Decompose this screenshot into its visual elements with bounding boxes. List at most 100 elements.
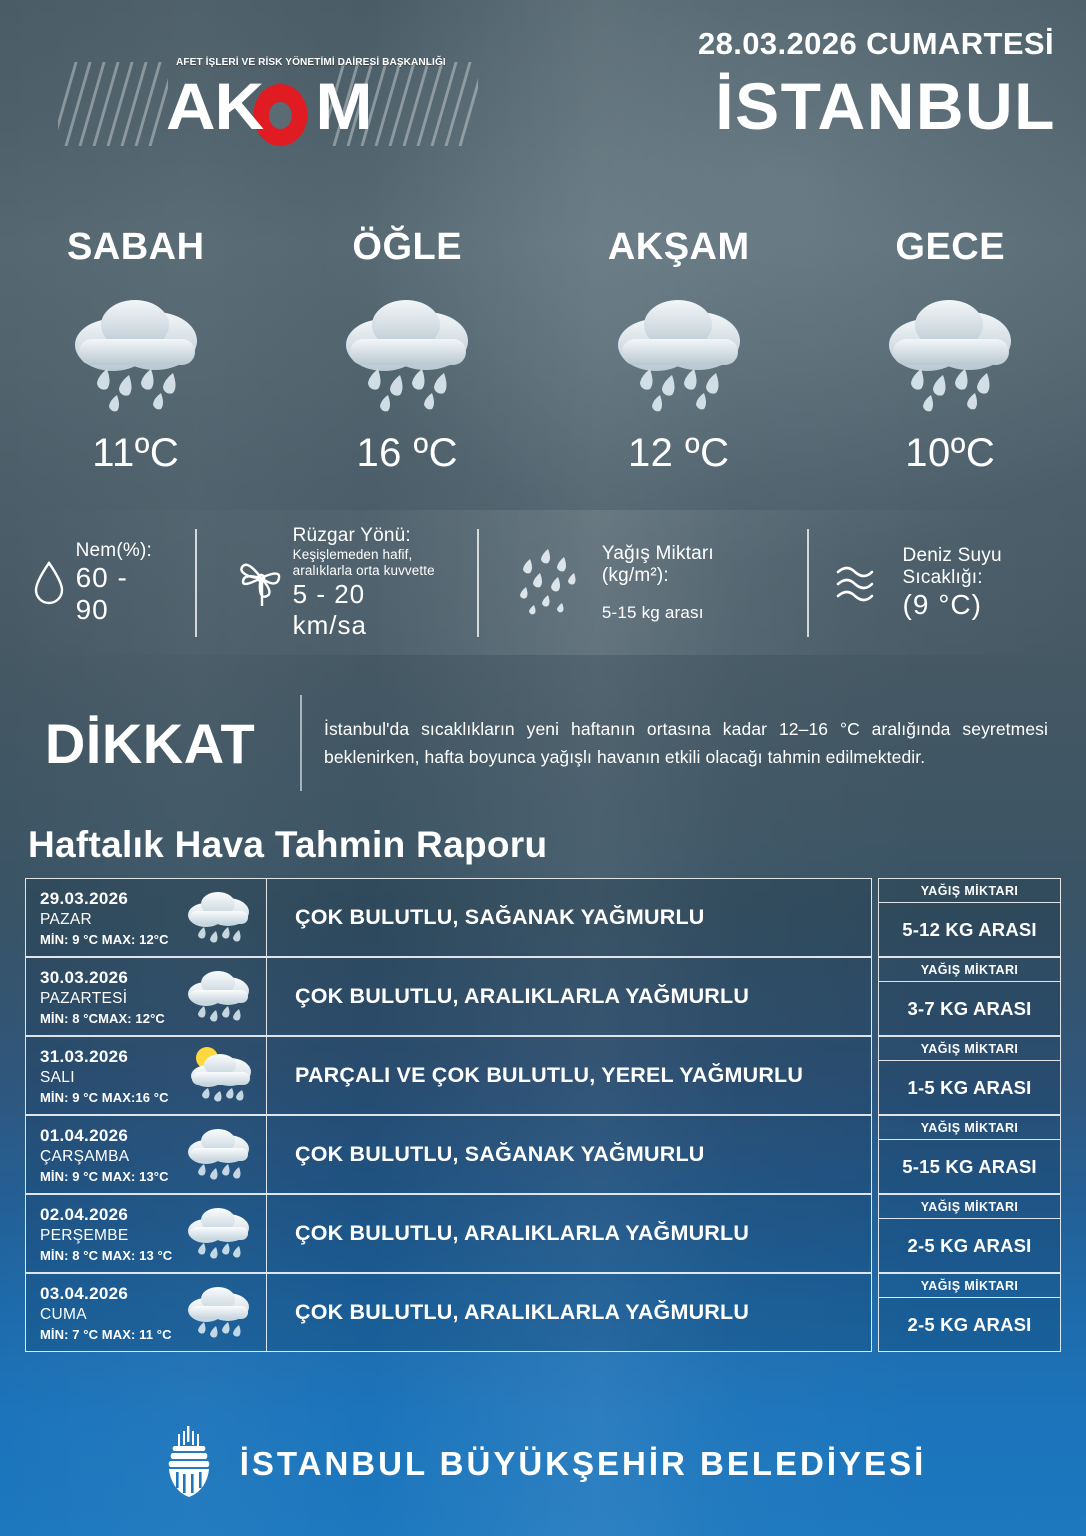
rain-cloud-icon bbox=[865, 283, 1035, 423]
rain-amount-value: 5-15 KG ARASI bbox=[878, 1140, 1061, 1194]
rain-cloud-icon bbox=[178, 885, 260, 956]
akom-logo-letter-a: A bbox=[166, 69, 216, 143]
period-aksam: AKŞAM 12 ºC bbox=[543, 200, 815, 490]
akom-logo-red-circle-icon bbox=[253, 84, 308, 146]
humidity-label: Nem(%): bbox=[75, 539, 152, 561]
forecast-day-text: 31.03.2026 SALI MİN: 9 °C MAX:16 °C bbox=[26, 1047, 181, 1105]
rain-cloud-icon bbox=[178, 1280, 260, 1351]
period-label: AKŞAM bbox=[607, 226, 750, 268]
conditions-info-strip: Nem(%): 60 - 90 Rüzgar Yönü: Keşişlemede… bbox=[0, 510, 1086, 655]
wind-sub-line2: aralıklarla orta kuvvette bbox=[292, 562, 435, 578]
akom-logo-wordmark: AKOM bbox=[166, 68, 373, 146]
rain-amount-header: YAĞIŞ MİKTARI bbox=[878, 878, 1061, 903]
ibb-tulip-icon bbox=[160, 1422, 218, 1505]
period-label: GECE bbox=[895, 226, 1006, 268]
wind-sub-line1: Keşişlemeden hafif, bbox=[292, 546, 413, 562]
forecast-date: 31.03.2026 bbox=[40, 1046, 129, 1066]
table-row: 03.04.2026 CUMA MİN: 7 °C MAX: 11 °C bbox=[25, 1273, 1061, 1352]
forecast-minmax: MİN: 9 °C MAX: 12°C bbox=[40, 931, 169, 947]
forecast-date: 29.03.2026 bbox=[40, 888, 129, 908]
table-row: 02.04.2026 PERŞEMBE MİN: 8 °C MAX: 13 °C bbox=[25, 1194, 1061, 1273]
forecast-description: ÇOK BULUTLU, SAĞANAK YAĞMURLU bbox=[295, 905, 705, 929]
rain-amount-value: 5-12 KG ARASI bbox=[878, 903, 1061, 957]
humidity-text: Nem(%): 60 - 90 bbox=[76, 540, 170, 626]
water-drop-icon bbox=[22, 560, 76, 606]
forecast-dayname: CUMA bbox=[40, 1305, 87, 1323]
forecast-minmax: MİN: 7 °C MAX: 11 °C bbox=[40, 1326, 172, 1342]
forecast-rain-cell: YAĞIŞ MİKTARI 2-5 KG ARASI bbox=[878, 1273, 1061, 1352]
rain-cloud-icon bbox=[322, 283, 492, 423]
weekly-forecast-table: 29.03.2026 PAZAR MİN: 9 °C MAX: 12°C bbox=[25, 878, 1061, 1352]
footer-text: İSTANBUL BÜYÜKŞEHİR BELEDİYESİ bbox=[239, 1444, 927, 1482]
rain-amount-info: Yağış Miktarı (kg/m²): 5-15 kg arası bbox=[503, 510, 786, 655]
header: AFET İŞLERİ VE RİSK YÖNETİMİ DAİRESİ BAŞ… bbox=[0, 0, 1086, 178]
warning-section: DİKKAT İstanbul'da sıcaklıkların yeni ha… bbox=[0, 688, 1086, 798]
forecast-minmax: MİN: 8 °C MAX: 13 °C bbox=[40, 1247, 173, 1263]
forecast-day-cell: 03.04.2026 CUMA MİN: 7 °C MAX: 11 °C bbox=[25, 1273, 267, 1352]
wind-value: 5 - 20 km/sa bbox=[292, 578, 367, 640]
rain-amount-header: YAĞIŞ MİKTARI bbox=[878, 1115, 1061, 1140]
forecast-rain-cell: YAĞIŞ MİKTARI 5-15 KG ARASI bbox=[878, 1115, 1061, 1194]
forecast-description: ÇOK BULUTLU, ARALIKLARLA YAĞMURLU bbox=[295, 1221, 750, 1245]
waves-icon bbox=[827, 560, 902, 606]
forecast-description: ÇOK BULUTLU, SAĞANAK YAĞMURLU bbox=[295, 1142, 705, 1166]
footer: İSTANBUL BÜYÜKŞEHİR BELEDİYESİ bbox=[0, 1391, 1086, 1536]
forecast-description-cell: ÇOK BULUTLU, SAĞANAK YAĞMURLU bbox=[267, 878, 872, 957]
forecast-description: PARÇALI VE ÇOK BULUTLU, YEREL YAĞMURLU bbox=[295, 1063, 804, 1087]
rain-cloud-icon bbox=[178, 1201, 260, 1272]
forecast-date: 02.04.2026 bbox=[40, 1204, 129, 1224]
rain-amount-header: YAĞIŞ MİKTARI bbox=[878, 1036, 1061, 1061]
rain-amount-value: 1-5 KG ARASI bbox=[878, 1061, 1061, 1115]
sea-temperature-value: (9 °C) bbox=[902, 588, 982, 620]
rain-amount-value: 2-5 KG ARASI bbox=[878, 1219, 1061, 1273]
table-row: 29.03.2026 PAZAR MİN: 9 °C MAX: 12°C bbox=[25, 878, 1061, 957]
forecast-description-cell: ÇOK BULUTLU, ARALIKLARLA YAĞMURLU bbox=[267, 1273, 872, 1352]
sun-cloud-rain-icon bbox=[178, 1043, 260, 1114]
info-divider-2 bbox=[476, 528, 479, 637]
period-temperature: 12 ºC bbox=[627, 431, 730, 475]
rain-amount-header: YAĞIŞ MİKTARI bbox=[878, 1194, 1061, 1219]
forecast-date: 30.03.2026 bbox=[40, 967, 129, 987]
info-divider-3 bbox=[807, 528, 810, 637]
warning-text: İstanbul'da sıcaklıkların yeni haftanın … bbox=[324, 719, 1048, 767]
warning-title: DİKKAT bbox=[44, 711, 256, 775]
forecast-date: 03.04.2026 bbox=[40, 1283, 129, 1303]
akom-logo-subtitle: AFET İŞLERİ VE RİSK YÖNETİMİ DAİRESİ BAŞ… bbox=[176, 56, 446, 68]
daily-periods-row: SABAH bbox=[0, 200, 1086, 490]
warning-divider bbox=[300, 695, 302, 791]
rain-amount-value: 2-5 KG ARASI bbox=[878, 1298, 1061, 1352]
wind-text: Rüzgar Yönü: Keşişlemeden hafif, aralıkl… bbox=[293, 525, 447, 641]
forecast-day-cell: 01.04.2026 ÇARŞAMBA MİN: 9 °C MAX: 13°C bbox=[25, 1115, 267, 1194]
forecast-dayname: PAZARTESİ bbox=[40, 989, 128, 1007]
forecast-day-cell: 31.03.2026 SALI MİN: 9 °C MAX:16 °C bbox=[25, 1036, 267, 1115]
rain-amount-label: Yağış Miktarı (kg/m²): bbox=[601, 542, 714, 586]
forecast-day-text: 02.04.2026 PERŞEMBE MİN: 8 °C MAX: 13 °C bbox=[26, 1205, 181, 1263]
period-temperature: 16 ºC bbox=[356, 431, 459, 475]
rain-cloud-icon bbox=[178, 1122, 260, 1193]
info-divider-1 bbox=[195, 528, 198, 637]
rain-amount-value: 5-15 kg arası bbox=[601, 602, 704, 622]
forecast-day-cell: 02.04.2026 PERŞEMBE MİN: 8 °C MAX: 13 °C bbox=[25, 1194, 267, 1273]
forecast-description-cell: ÇOK BULUTLU, SAĞANAK YAĞMURLU bbox=[267, 1115, 872, 1194]
rain-cloud-icon bbox=[178, 964, 260, 1035]
forecast-minmax: MİN: 9 °C MAX: 13°C bbox=[40, 1168, 169, 1184]
sea-temperature-info: Deniz Suyu Sıcaklığı: (9 °C) bbox=[827, 510, 1086, 655]
rain-amount-text: Yağış Miktarı (kg/m²): 5-15 kg arası bbox=[602, 543, 785, 623]
humidity-value: 60 - 90 bbox=[75, 561, 128, 625]
raindrops-icon bbox=[503, 535, 602, 631]
header-date: 28.03.2026 CUMARTESİ bbox=[697, 26, 1054, 61]
forecast-description: ÇOK BULUTLU, ARALIKLARLA YAĞMURLU bbox=[295, 1300, 750, 1324]
forecast-minmax: MİN: 8 °CMAX: 12°C bbox=[40, 1010, 165, 1026]
forecast-description-cell: ÇOK BULUTLU, ARALIKLARLA YAĞMURLU bbox=[267, 1194, 872, 1273]
period-gece: GECE 10ºC bbox=[815, 200, 1086, 490]
forecast-dayname: PAZAR bbox=[40, 910, 93, 928]
rain-amount-value: 3-7 KG ARASI bbox=[878, 982, 1061, 1036]
akom-logo-letter-m: M bbox=[315, 69, 372, 143]
akom-logo: AFET İŞLERİ VE RİSK YÖNETİMİ DAİRESİ BAŞ… bbox=[58, 56, 478, 152]
table-row: 01.04.2026 ÇARŞAMBA MİN: 9 °C MAX: 13°C bbox=[25, 1115, 1061, 1194]
forecast-dayname: PERŞEMBE bbox=[40, 1226, 129, 1244]
forecast-rain-cell: YAĞIŞ MİKTARI 5-12 KG ARASI bbox=[878, 878, 1061, 957]
forecast-day-text: 29.03.2026 PAZAR MİN: 9 °C MAX: 12°C bbox=[26, 889, 181, 947]
table-row: 30.03.2026 PAZARTESİ MİN: 8 °CMAX: 12°C bbox=[25, 957, 1061, 1036]
